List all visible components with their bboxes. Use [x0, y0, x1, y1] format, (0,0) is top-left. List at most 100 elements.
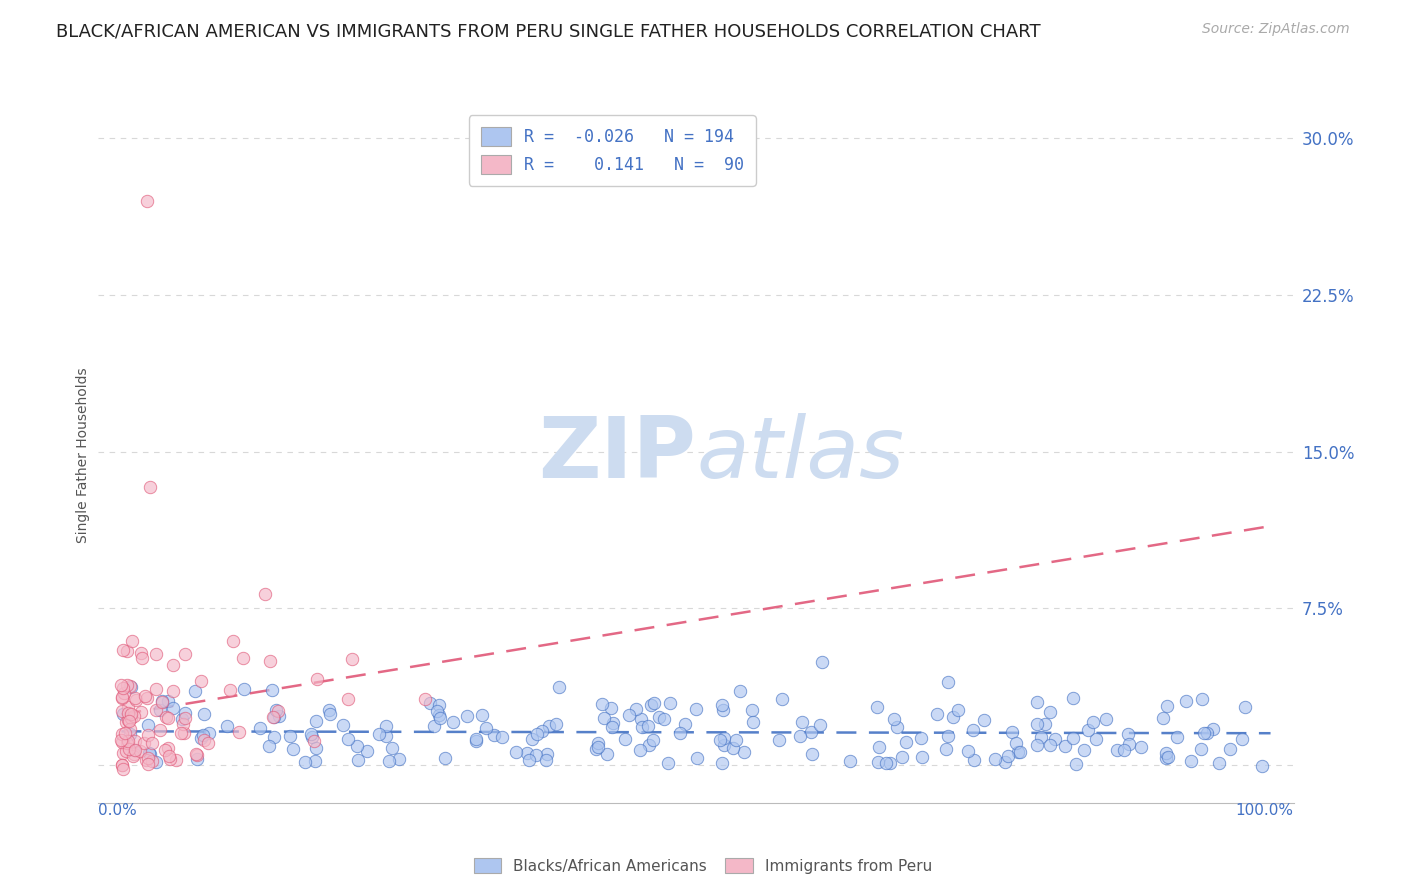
- Point: [120, 711, 142, 725]
- Point: [157, 694, 180, 708]
- Point: [124, 743, 146, 757]
- Point: [232, 651, 254, 665]
- Point: [257, 739, 280, 754]
- Point: [1251, 758, 1274, 772]
- Point: [419, 697, 441, 711]
- Point: [183, 684, 205, 698]
- Point: [305, 741, 328, 756]
- Point: [141, 754, 163, 768]
- Point: [800, 747, 823, 762]
- Point: [111, 705, 134, 719]
- Point: [249, 721, 271, 735]
- Point: [150, 695, 173, 709]
- Point: [422, 719, 444, 733]
- Point: [1010, 745, 1032, 759]
- Point: [936, 729, 959, 743]
- Point: [145, 756, 167, 770]
- Point: [935, 741, 957, 756]
- Point: [186, 751, 208, 765]
- Point: [157, 741, 180, 756]
- Point: [415, 692, 437, 706]
- Point: [346, 739, 368, 753]
- Point: [110, 678, 132, 692]
- Point: [136, 718, 159, 732]
- Point: [172, 717, 194, 731]
- Point: [118, 679, 141, 693]
- Point: [340, 652, 363, 666]
- Point: [262, 682, 284, 697]
- Point: [1166, 730, 1188, 744]
- Point: [233, 681, 256, 696]
- Point: [112, 686, 135, 700]
- Point: [162, 657, 184, 672]
- Point: [145, 647, 167, 661]
- Point: [157, 711, 180, 725]
- Text: ZIP: ZIP: [538, 413, 696, 497]
- Point: [425, 704, 447, 718]
- Point: [585, 741, 607, 756]
- Point: [198, 726, 221, 740]
- Point: [648, 710, 671, 724]
- Point: [1026, 738, 1049, 752]
- Point: [136, 728, 159, 742]
- Point: [155, 710, 177, 724]
- Point: [723, 741, 745, 756]
- Point: [165, 753, 187, 767]
- Point: [657, 756, 679, 771]
- Point: [149, 703, 172, 717]
- Point: [118, 741, 141, 756]
- Point: [1230, 732, 1253, 747]
- Point: [1045, 731, 1067, 746]
- Point: [474, 721, 496, 735]
- Point: [643, 696, 665, 710]
- Point: [162, 700, 184, 714]
- Point: [586, 739, 609, 754]
- Point: [910, 731, 932, 746]
- Point: [193, 707, 215, 722]
- Point: [120, 681, 142, 695]
- Point: [643, 732, 665, 747]
- Point: [263, 730, 285, 744]
- Point: [792, 714, 814, 729]
- Point: [879, 756, 901, 771]
- Point: [197, 736, 219, 750]
- Point: [124, 691, 146, 706]
- Point: [1054, 739, 1077, 753]
- Point: [994, 756, 1017, 770]
- Point: [304, 754, 326, 768]
- Point: [111, 762, 134, 776]
- Point: [318, 703, 340, 717]
- Point: [711, 756, 734, 770]
- Point: [890, 750, 912, 764]
- Point: [190, 673, 212, 688]
- Point: [173, 710, 195, 724]
- Text: 0.0%: 0.0%: [98, 803, 138, 818]
- Point: [122, 708, 145, 723]
- Point: [536, 747, 558, 761]
- Point: [110, 733, 132, 747]
- Point: [534, 753, 557, 767]
- Point: [1180, 754, 1202, 768]
- Point: [1085, 732, 1108, 747]
- Text: Source: ZipAtlas.com: Source: ZipAtlas.com: [1202, 22, 1350, 37]
- Point: [1154, 751, 1177, 765]
- Point: [378, 754, 401, 768]
- Point: [1007, 745, 1029, 759]
- Point: [997, 748, 1019, 763]
- Point: [1004, 736, 1026, 750]
- Point: [546, 717, 568, 731]
- Point: [222, 634, 245, 648]
- Point: [174, 706, 197, 720]
- Point: [122, 747, 145, 762]
- Point: [516, 746, 538, 760]
- Point: [332, 718, 354, 732]
- Point: [112, 706, 135, 721]
- Point: [524, 748, 547, 763]
- Point: [375, 719, 398, 733]
- Point: [1033, 716, 1056, 731]
- Point: [770, 692, 793, 706]
- Point: [283, 741, 305, 756]
- Point: [1116, 727, 1139, 741]
- Point: [1073, 743, 1095, 757]
- Point: [190, 731, 212, 745]
